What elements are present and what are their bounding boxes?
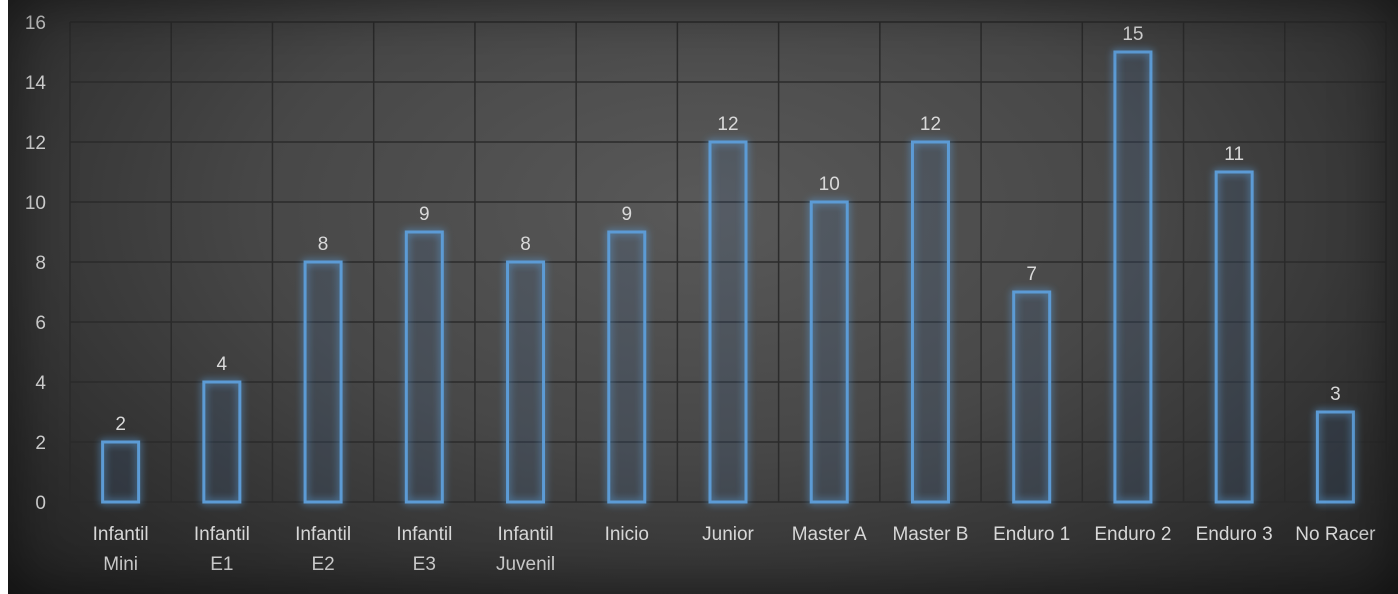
y-tick-label: 8 (35, 253, 46, 274)
bars (101, 50, 1355, 504)
x-tick-label: Master A (792, 524, 867, 545)
y-tick-label: 2 (35, 433, 46, 454)
bar (607, 230, 647, 504)
bar (910, 140, 950, 504)
data-label: 10 (819, 174, 840, 195)
x-tick-label: Mini (103, 554, 138, 575)
y-tick-label: 6 (35, 313, 46, 334)
y-tick-label: 4 (35, 373, 46, 394)
y-axis-ticks: 0 2 4 6 8 10 12 14 16 (25, 13, 47, 514)
bar (303, 260, 343, 504)
bar (202, 380, 242, 504)
data-labels: 2 4 8 9 8 9 12 10 12 7 15 11 3 (115, 24, 1340, 435)
x-tick-label: Juvenil (496, 554, 555, 575)
y-tick-label: 16 (25, 13, 46, 34)
bar (708, 140, 748, 504)
data-label: 15 (1122, 24, 1143, 45)
y-tick-label: 10 (25, 193, 46, 214)
data-label: 4 (217, 354, 228, 375)
x-tick-label: Infantil (295, 524, 351, 545)
x-tick-label: Master B (892, 524, 968, 545)
x-tick-label: Infantil (194, 524, 250, 545)
chart-area: 0 2 4 6 8 10 12 14 16 2 4 8 9 8 9 12 10 12 7 15 11 3 Infanti… (8, 0, 1398, 594)
x-axis-ticks: Infantil Mini Infantil E1 Infantil E2 Infantil… (93, 524, 1377, 575)
bar (101, 440, 141, 504)
x-tick-label: Infantil (396, 524, 452, 545)
data-label: 8 (318, 234, 329, 255)
data-label: 9 (621, 204, 632, 225)
y-tick-label: 0 (35, 493, 46, 514)
x-tick-label: E2 (311, 554, 334, 575)
bar (1214, 170, 1254, 504)
data-label: 3 (1330, 384, 1341, 405)
x-tick-label: Inicio (605, 524, 649, 545)
x-tick-label: Enduro 3 (1196, 524, 1273, 545)
bar-chart: 0 2 4 6 8 10 12 14 16 2 4 8 9 8 9 12 10 12 7 15 11 3 Infanti… (25, 13, 1387, 575)
data-label: 12 (920, 114, 941, 135)
x-tick-label: Junior (702, 524, 754, 545)
x-tick-label: No Racer (1295, 524, 1376, 545)
data-label: 9 (419, 204, 430, 225)
x-tick-label: E1 (210, 554, 233, 575)
x-tick-label: Infantil (93, 524, 149, 545)
x-tick-label: Enduro 1 (993, 524, 1070, 545)
bar (809, 200, 849, 504)
data-label: 11 (1224, 144, 1244, 165)
data-label: 8 (520, 234, 531, 255)
y-tick-label: 14 (25, 73, 47, 94)
x-tick-label: Infantil (498, 524, 554, 545)
data-label: 7 (1026, 264, 1037, 285)
bar (506, 260, 546, 504)
x-tick-label: Enduro 2 (1094, 524, 1171, 545)
bar (1113, 50, 1153, 504)
bar (1315, 410, 1355, 504)
bar (404, 230, 444, 504)
data-label: 12 (717, 114, 738, 135)
y-tick-label: 12 (25, 133, 46, 154)
x-tick-label: E3 (413, 554, 436, 575)
bar (1012, 290, 1052, 504)
data-label: 2 (115, 414, 126, 435)
